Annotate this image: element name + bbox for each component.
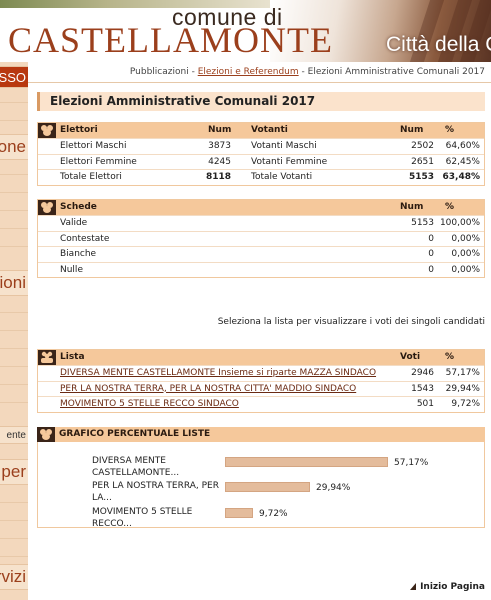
site-header: comune di CASTELLAMONTE Città della C: [0, 0, 491, 62]
lista-link[interactable]: MOVIMENTO 5 STELLE RECCO SINDACO: [60, 399, 239, 409]
table-row: MOVIMENTO 5 STELLE RECCO SINDACO 501 9,7…: [38, 396, 484, 412]
breadcrumb: Pubblicazioni - Elezioni e Referendum - …: [129, 67, 485, 77]
table-row: Valide 5153 100,00%: [38, 215, 484, 231]
chart-bar: [225, 508, 253, 518]
mouse-icon: [38, 123, 56, 138]
triangle-up-icon: [410, 583, 417, 590]
chart-title: GRAFICO PERCENTUALE LISTE: [59, 429, 211, 439]
lista-link[interactable]: DIVERSA MENTE CASTELLAMONTE Insieme si r…: [60, 368, 377, 378]
table-row: PER LA NOSTRA TERRA, PER LA NOSTRA CITTA…: [38, 380, 484, 397]
table-header: Schede Num %: [38, 200, 484, 215]
chart-value-label: 29,94%: [316, 483, 351, 493]
page-title-bar: Elezioni Amministrative Comunali 2017: [37, 92, 485, 111]
table-row: Elettori Femmine 4245 Votanti Femmine 26…: [38, 153, 484, 170]
site-logo[interactable]: CASTELLAMONTE: [8, 20, 333, 60]
sidebar-item-ente[interactable]: ente: [0, 426, 28, 444]
page-title: Elezioni Amministrative Comunali 2017: [50, 94, 316, 108]
table-row: Contestate 0 0,00%: [38, 230, 484, 247]
table-row: DIVERSA MENTE CASTELLAMONTE Insieme si r…: [38, 365, 484, 381]
mouse-icon: [37, 427, 55, 442]
elettori-table: Elettori Num Votanti Num % Elettori Masc…: [37, 122, 485, 186]
sidebar-item-one[interactable]: one: [0, 134, 28, 160]
chart-bar: [225, 457, 388, 467]
chart-category-label: DIVERSA MENTE CASTELLAMONTE...: [92, 456, 180, 478]
mouse-icon: [38, 200, 56, 215]
lista-link[interactable]: PER LA NOSTRA TERRA, PER LA NOSTRA CITTA…: [60, 383, 357, 394]
chart-header: GRAFICO PERCENTUALE LISTE: [37, 427, 485, 442]
sidebar-item-per[interactable]: per: [0, 459, 28, 485]
sidebar-accesso-button[interactable]: SSO: [0, 66, 28, 88]
divider: [28, 82, 491, 83]
header-photo: [270, 0, 491, 62]
table-header: Lista Voti %: [38, 350, 484, 365]
chart-bar: [225, 482, 310, 492]
table-header: Elettori Num Votanti Num %: [38, 123, 484, 138]
breadcrumb-pubblicazioni[interactable]: Pubblicazioni: [129, 67, 189, 77]
table-row: Nulle 0 0,00%: [38, 261, 484, 278]
table-row: Totale Elettori 8118 Totale Votanti 5153…: [38, 169, 484, 185]
breadcrumb-elezioni-link[interactable]: Elezioni e Referendum: [197, 67, 299, 77]
chart-category-label: PER LA NOSTRA TERRA, PER LA...: [92, 481, 219, 503]
inizio-pagina-link[interactable]: Inizio Pagina: [410, 582, 485, 592]
table-row: Elettori Maschi 3873 Votanti Maschi 2502…: [38, 138, 484, 154]
sidebar-item-ioni[interactable]: ioni: [0, 270, 28, 296]
header-banner-strip: [0, 0, 270, 8]
chart-area: DIVERSA MENTE CASTELLAMONTE... 57,17% PER …: [37, 442, 485, 529]
chart-category-label: MOVIMENTO 5 STELLE RECCO...: [92, 507, 193, 529]
breadcrumb-current: Elezioni Amministrative Comunali 2017: [307, 67, 485, 77]
liste-table: Lista Voti % DIVERSA MENTE CASTELLAMONTE…: [37, 349, 485, 413]
people-icon: [38, 350, 56, 365]
schede-table: Schede Num % Valide 5153 100,00% Contest…: [37, 199, 485, 278]
chart-value-label: 57,17%: [394, 458, 429, 468]
header-citta-tagline: Città della C: [386, 33, 491, 56]
table-row: Bianche 0 0,00%: [38, 246, 484, 262]
header-comune-di: comune di: [172, 4, 283, 30]
chart-value-label: 9,72%: [259, 509, 288, 519]
lista-hint-text: Seleziona la lista per visualizzare i vo…: [217, 317, 485, 327]
